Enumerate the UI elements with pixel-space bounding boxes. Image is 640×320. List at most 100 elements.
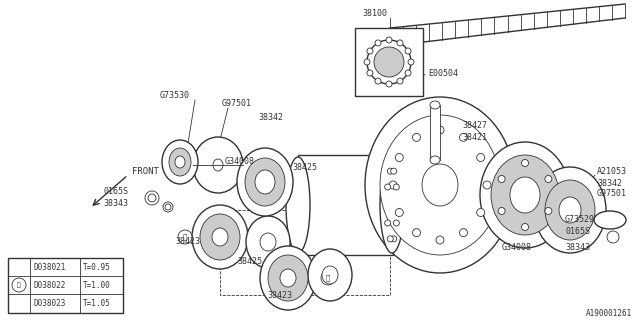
Circle shape	[477, 154, 484, 162]
Text: G34008: G34008	[225, 157, 255, 166]
Circle shape	[571, 194, 583, 206]
Text: G97501: G97501	[222, 99, 252, 108]
Circle shape	[178, 230, 192, 244]
Circle shape	[545, 175, 552, 182]
Ellipse shape	[237, 148, 293, 216]
Text: T=1.00: T=1.00	[83, 281, 111, 290]
Text: ①: ①	[17, 282, 21, 288]
Text: G34008: G34008	[502, 244, 532, 252]
Circle shape	[385, 184, 390, 190]
Text: 38342: 38342	[258, 114, 283, 123]
Circle shape	[394, 220, 399, 226]
Ellipse shape	[308, 249, 352, 301]
Ellipse shape	[245, 158, 285, 206]
Circle shape	[396, 154, 403, 162]
Circle shape	[405, 48, 411, 54]
Ellipse shape	[213, 159, 223, 171]
Ellipse shape	[255, 170, 275, 194]
Circle shape	[607, 231, 619, 243]
Ellipse shape	[374, 47, 404, 77]
Text: 38421: 38421	[462, 133, 487, 142]
Text: 38342: 38342	[597, 179, 622, 188]
Ellipse shape	[365, 97, 515, 273]
Circle shape	[477, 209, 484, 217]
Circle shape	[436, 126, 444, 134]
Text: ①: ①	[326, 275, 330, 281]
Circle shape	[145, 191, 159, 205]
Circle shape	[390, 168, 397, 174]
Ellipse shape	[212, 228, 228, 246]
Circle shape	[413, 133, 420, 141]
Text: E00504: E00504	[428, 68, 458, 77]
Ellipse shape	[169, 148, 191, 176]
Circle shape	[385, 220, 390, 226]
Ellipse shape	[367, 40, 411, 84]
Circle shape	[545, 207, 552, 214]
Text: 38343: 38343	[565, 244, 590, 252]
Text: A21053: A21053	[597, 167, 627, 177]
Ellipse shape	[594, 211, 626, 229]
Ellipse shape	[286, 157, 310, 253]
Ellipse shape	[246, 216, 290, 268]
Circle shape	[12, 278, 26, 292]
Ellipse shape	[162, 140, 198, 184]
Circle shape	[522, 159, 529, 166]
Text: 38425: 38425	[292, 164, 317, 172]
Circle shape	[321, 271, 335, 285]
Text: D038022: D038022	[33, 281, 65, 290]
Text: T=1.05: T=1.05	[83, 299, 111, 308]
Ellipse shape	[192, 205, 248, 269]
Ellipse shape	[422, 164, 458, 206]
Circle shape	[498, 207, 505, 214]
Ellipse shape	[430, 156, 440, 164]
Ellipse shape	[480, 142, 570, 248]
Ellipse shape	[430, 101, 440, 109]
Text: D038023: D038023	[33, 299, 65, 308]
Text: 38423: 38423	[268, 291, 292, 300]
Text: 38425: 38425	[237, 258, 262, 267]
Ellipse shape	[200, 214, 240, 260]
Circle shape	[397, 78, 403, 84]
Circle shape	[498, 175, 505, 182]
Ellipse shape	[322, 266, 338, 284]
Circle shape	[163, 202, 173, 212]
Circle shape	[413, 228, 420, 236]
Bar	[355, 28, 423, 96]
Ellipse shape	[260, 246, 316, 310]
Circle shape	[408, 59, 414, 65]
Circle shape	[460, 133, 467, 141]
Circle shape	[483, 181, 491, 189]
Circle shape	[522, 223, 529, 230]
Circle shape	[375, 40, 381, 46]
Circle shape	[387, 236, 394, 242]
Ellipse shape	[491, 155, 559, 235]
Text: ①: ①	[183, 234, 187, 240]
Circle shape	[364, 59, 370, 65]
Bar	[430, 105, 440, 160]
Ellipse shape	[380, 115, 500, 255]
Text: A190001261: A190001261	[586, 308, 632, 317]
Ellipse shape	[268, 255, 308, 301]
Circle shape	[405, 70, 411, 76]
Ellipse shape	[260, 233, 276, 251]
Text: 38423: 38423	[175, 237, 200, 246]
Text: D038021: D038021	[33, 262, 65, 271]
Ellipse shape	[559, 197, 581, 223]
Ellipse shape	[510, 177, 540, 213]
Bar	[298, 155, 393, 255]
Text: G73530: G73530	[160, 91, 190, 100]
Text: FRONT: FRONT	[132, 167, 159, 177]
Circle shape	[148, 194, 156, 202]
Text: 38427: 38427	[462, 121, 487, 130]
Ellipse shape	[534, 167, 606, 253]
Text: 0165S: 0165S	[103, 188, 128, 196]
Text: G73529: G73529	[565, 215, 595, 225]
Text: T=0.95: T=0.95	[83, 262, 111, 271]
Text: 38100: 38100	[362, 9, 387, 18]
Circle shape	[387, 168, 394, 174]
Circle shape	[386, 37, 392, 43]
Circle shape	[436, 236, 444, 244]
Circle shape	[389, 181, 397, 189]
Ellipse shape	[380, 157, 404, 253]
Circle shape	[397, 40, 403, 46]
